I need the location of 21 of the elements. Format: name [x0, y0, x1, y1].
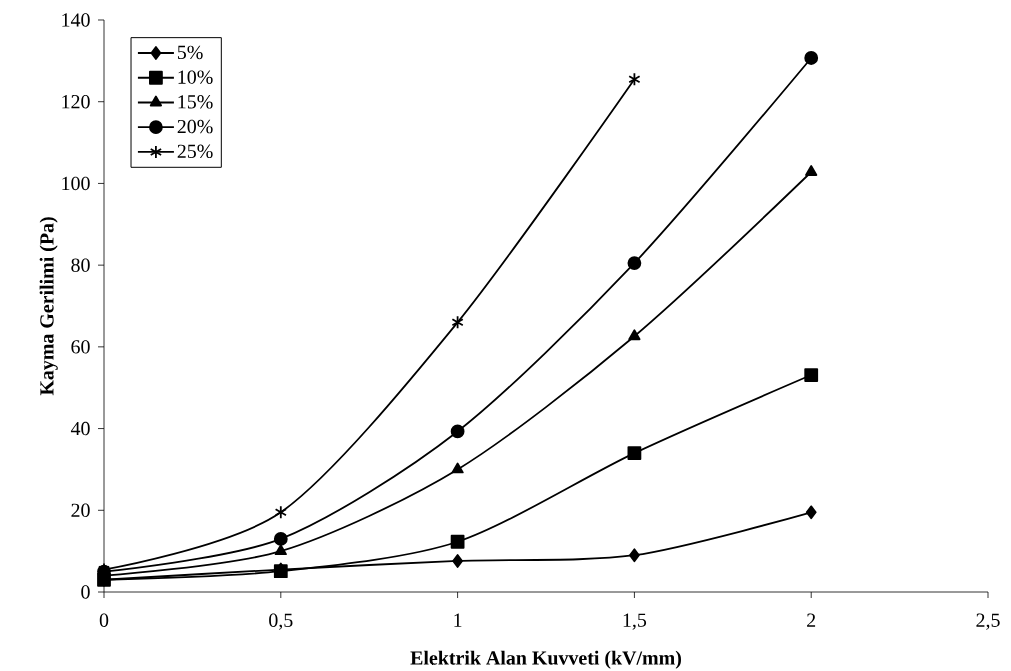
y-tick-label: 20: [71, 503, 90, 517]
x-tick-label: 0,5: [269, 613, 293, 630]
x-tick-label: 2: [807, 613, 816, 627]
legend-label: 15%: [178, 95, 213, 109]
y-tick-label: 120: [62, 94, 90, 109]
y-tick-label: 100: [62, 176, 90, 191]
legend-label: 20%: [177, 119, 213, 134]
x-axis-title: Elektrik Alan Kuvveti (kV/mm): [410, 650, 681, 669]
legend-label: 25%: [177, 144, 213, 159]
y-axis-title: Kayma Gerilimi (Pa): [39, 217, 58, 396]
x-tick-label: 1,5: [623, 613, 647, 630]
y-tick-label: 40: [70, 421, 90, 436]
y-tick-label: 60: [71, 340, 90, 354]
legend-label: 10%: [178, 70, 213, 84]
x-tick-label: 0: [99, 613, 109, 627]
y-tick-label: 140: [62, 13, 90, 27]
x-tick-label: 1: [454, 613, 462, 627]
legend-label: 5%: [177, 45, 203, 60]
y-tick-label: 0: [81, 585, 90, 599]
y-tick-label: 80: [71, 258, 90, 272]
x-tick-label: 2,5: [976, 613, 1000, 630]
